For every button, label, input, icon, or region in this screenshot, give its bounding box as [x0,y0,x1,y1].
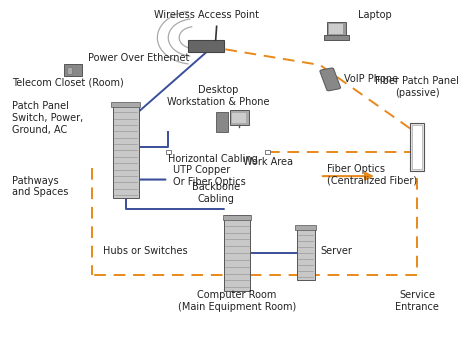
FancyBboxPatch shape [166,150,171,154]
Text: Work Area: Work Area [243,157,293,168]
Text: Patch Panel
Switch, Power,
Ground, AC: Patch Panel Switch, Power, Ground, AC [12,101,83,135]
FancyBboxPatch shape [295,225,316,230]
Text: UTP Copper
Or Fiber Optics: UTP Copper Or Fiber Optics [173,165,246,187]
FancyBboxPatch shape [412,125,422,169]
Text: Backbone
Cabling: Backbone Cabling [191,182,240,204]
Text: Power Over Ethernet: Power Over Ethernet [88,53,189,63]
Text: Wireless Access Point: Wireless Access Point [154,10,259,21]
FancyBboxPatch shape [224,215,250,291]
Text: VoIP Phone: VoIP Phone [344,74,398,84]
FancyBboxPatch shape [232,113,246,123]
Text: Fiber Patch Panel
(passive): Fiber Patch Panel (passive) [375,76,459,98]
FancyBboxPatch shape [410,123,424,171]
Text: Server: Server [320,246,352,256]
Text: Desktop
Workstation & Phone: Desktop Workstation & Phone [167,85,269,107]
Text: Fiber Optics
(Centralized Fiber): Fiber Optics (Centralized Fiber) [327,163,417,185]
FancyBboxPatch shape [320,68,340,91]
FancyBboxPatch shape [265,150,270,154]
FancyBboxPatch shape [111,102,140,107]
FancyBboxPatch shape [324,35,349,40]
FancyBboxPatch shape [188,40,224,52]
Text: Hubs or Switches: Hubs or Switches [102,246,187,256]
FancyBboxPatch shape [67,67,72,74]
FancyBboxPatch shape [329,24,343,34]
FancyBboxPatch shape [327,22,346,35]
Text: Computer Room
(Main Equipment Room): Computer Room (Main Equipment Room) [178,290,296,312]
Text: Pathways
and Spaces: Pathways and Spaces [12,175,68,197]
FancyBboxPatch shape [297,226,315,280]
Text: Laptop: Laptop [358,10,392,21]
FancyBboxPatch shape [216,112,228,132]
Text: Service
Entrance: Service Entrance [395,290,439,312]
FancyBboxPatch shape [230,110,249,125]
Text: Horizontal Cabling: Horizontal Cabling [168,154,258,164]
FancyBboxPatch shape [222,215,251,220]
FancyBboxPatch shape [64,64,82,76]
FancyBboxPatch shape [113,103,138,198]
Text: Telecom Closet (Room): Telecom Closet (Room) [12,77,124,87]
